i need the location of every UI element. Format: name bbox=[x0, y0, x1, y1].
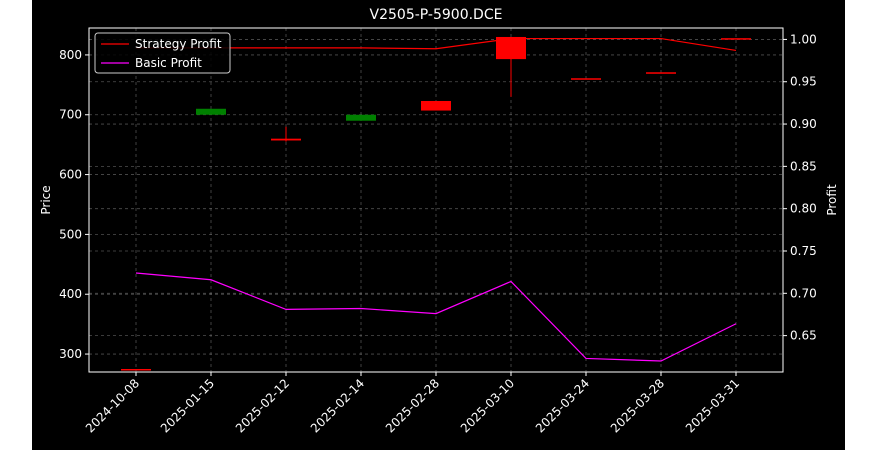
figure-background: 300 400 500 600 700 800 0.65 0.70 0.75 0.80 0.85 0… bbox=[32, 0, 845, 450]
profit-lines bbox=[135, 37, 737, 362]
left-tick-label-600: 600 bbox=[59, 168, 82, 182]
x-tick-label-2: 2025-02-12 bbox=[233, 376, 292, 435]
left-tick-label-300: 300 bbox=[59, 347, 82, 361]
x-tick-label-6: 2025-03-24 bbox=[533, 376, 592, 435]
x-tick-label-4: 2025-02-28 bbox=[383, 376, 442, 435]
x-tick-label-7: 2025-03-28 bbox=[608, 376, 667, 435]
candle-body-6 bbox=[571, 78, 601, 80]
right-tick-label-6: 0.95 bbox=[790, 75, 817, 89]
legend-label-strategy-profit: Strategy Profit bbox=[135, 37, 222, 51]
left-tick-label-500: 500 bbox=[59, 227, 82, 241]
x-axis: 2024-10-08 2025-01-15 2025-02-12 2025-02-14… bbox=[83, 372, 742, 435]
candle-body-0 bbox=[121, 369, 151, 371]
left-tick-label-400: 400 bbox=[59, 287, 82, 301]
legend-label-basic-profit: Basic Profit bbox=[135, 56, 202, 70]
chart-title: V2505-P-5900.DCE bbox=[370, 7, 503, 23]
right-axis-title: Profit bbox=[825, 184, 839, 216]
legend: Strategy Profit Basic Profit bbox=[94, 32, 231, 74]
left-tick-label-800: 800 bbox=[59, 48, 82, 62]
right-axis: 0.65 0.70 0.75 0.80 0.85 0.90 0.95 1.00 bbox=[783, 32, 817, 343]
series-line-1 bbox=[135, 272, 737, 362]
x-tick-label-3: 2025-02-14 bbox=[308, 376, 367, 435]
right-tick-label-0: 0.65 bbox=[790, 329, 817, 343]
candle-body-2 bbox=[271, 138, 301, 141]
candle-body-8 bbox=[721, 38, 751, 40]
right-tick-label-2: 0.75 bbox=[790, 244, 817, 258]
grid-lines bbox=[89, 28, 783, 372]
candle-body-1 bbox=[196, 108, 226, 115]
left-tick-label-700: 700 bbox=[59, 108, 82, 122]
candlesticks bbox=[121, 36, 751, 371]
left-axis-title: Price bbox=[39, 185, 53, 214]
candle-body-7 bbox=[646, 72, 676, 74]
x-tick-label-5: 2025-03-10 bbox=[458, 376, 517, 435]
candle-body-5 bbox=[496, 36, 526, 60]
series-line-0 bbox=[136, 37, 737, 52]
right-tick-label-4: 0.85 bbox=[790, 159, 817, 173]
plot-frame bbox=[88, 27, 784, 373]
candle-body-3 bbox=[346, 114, 376, 121]
right-tick-label-3: 0.80 bbox=[790, 202, 817, 216]
right-tick-label-1: 0.70 bbox=[790, 286, 817, 300]
right-tick-label-5: 0.90 bbox=[790, 117, 817, 131]
left-axis: 300 400 500 600 700 800 bbox=[59, 48, 89, 361]
x-tick-label-8: 2025-03-31 bbox=[683, 376, 742, 435]
x-tick-label-1: 2025-01-15 bbox=[158, 376, 217, 435]
candle-body-4 bbox=[421, 100, 451, 111]
x-tick-label-0: 2024-10-08 bbox=[83, 376, 142, 435]
right-tick-label-7: 1.00 bbox=[790, 32, 817, 46]
